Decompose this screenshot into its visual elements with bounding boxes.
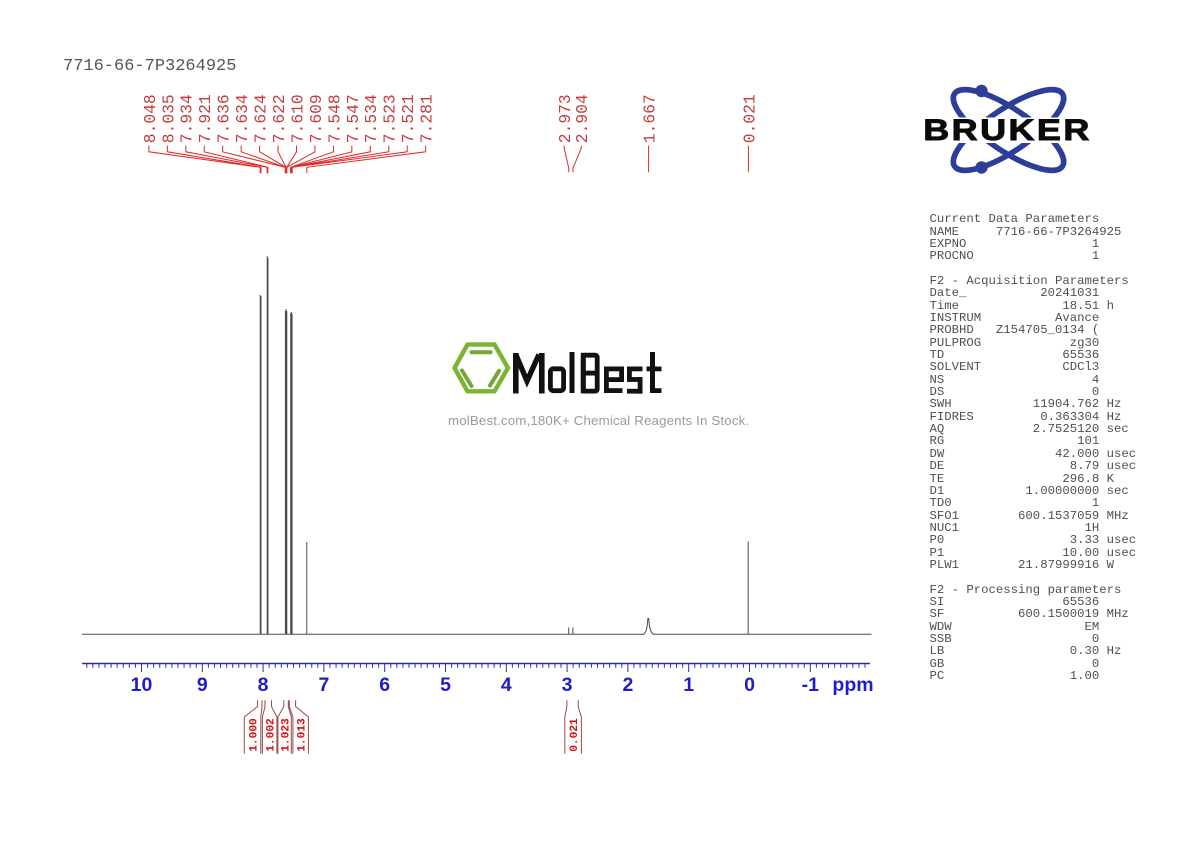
svg-text:7.934: 7.934 [178, 94, 197, 143]
svg-text:7.622: 7.622 [270, 94, 289, 143]
svg-text:8.048: 8.048 [141, 94, 160, 143]
svg-text:1.002: 1.002 [266, 718, 278, 752]
svg-text:7.547: 7.547 [344, 94, 363, 143]
svg-text:1.013: 1.013 [297, 718, 309, 752]
svg-text:7.624: 7.624 [252, 94, 271, 143]
svg-text:6: 6 [379, 674, 390, 696]
svg-text:7.610: 7.610 [288, 94, 307, 143]
svg-text:4: 4 [501, 674, 512, 696]
svg-text:-1: -1 [802, 674, 819, 696]
svg-text:2.904: 2.904 [573, 94, 592, 143]
svg-text:8.035: 8.035 [159, 94, 178, 143]
svg-text:1: 1 [683, 674, 694, 696]
svg-text:ppm: ppm [832, 674, 873, 696]
svg-text:5: 5 [440, 674, 451, 696]
svg-text:7.921: 7.921 [196, 94, 215, 143]
svg-text:0.021: 0.021 [740, 94, 759, 143]
svg-text:9: 9 [197, 674, 208, 696]
svg-text:2: 2 [622, 674, 633, 696]
svg-text:7.523: 7.523 [381, 94, 400, 143]
svg-text:0.021: 0.021 [569, 718, 581, 752]
svg-text:2.973: 2.973 [556, 94, 575, 143]
svg-text:7.548: 7.548 [325, 94, 344, 143]
svg-text:7.521: 7.521 [399, 94, 418, 143]
svg-text:7.609: 7.609 [307, 94, 326, 143]
svg-text:7: 7 [318, 674, 329, 696]
svg-text:1.023: 1.023 [281, 718, 293, 752]
svg-text:7.281: 7.281 [418, 94, 437, 143]
svg-text:10: 10 [131, 674, 153, 696]
svg-text:7.634: 7.634 [233, 94, 252, 143]
svg-text:0: 0 [744, 674, 755, 696]
svg-text:1.000: 1.000 [249, 718, 261, 752]
svg-text:3: 3 [562, 674, 573, 696]
svg-text:8: 8 [258, 674, 269, 696]
svg-text:BRUKER: BRUKER [923, 113, 1092, 146]
svg-text:7.534: 7.534 [362, 94, 381, 143]
svg-text:1.667: 1.667 [641, 94, 660, 143]
svg-text:7.636: 7.636 [215, 94, 234, 143]
